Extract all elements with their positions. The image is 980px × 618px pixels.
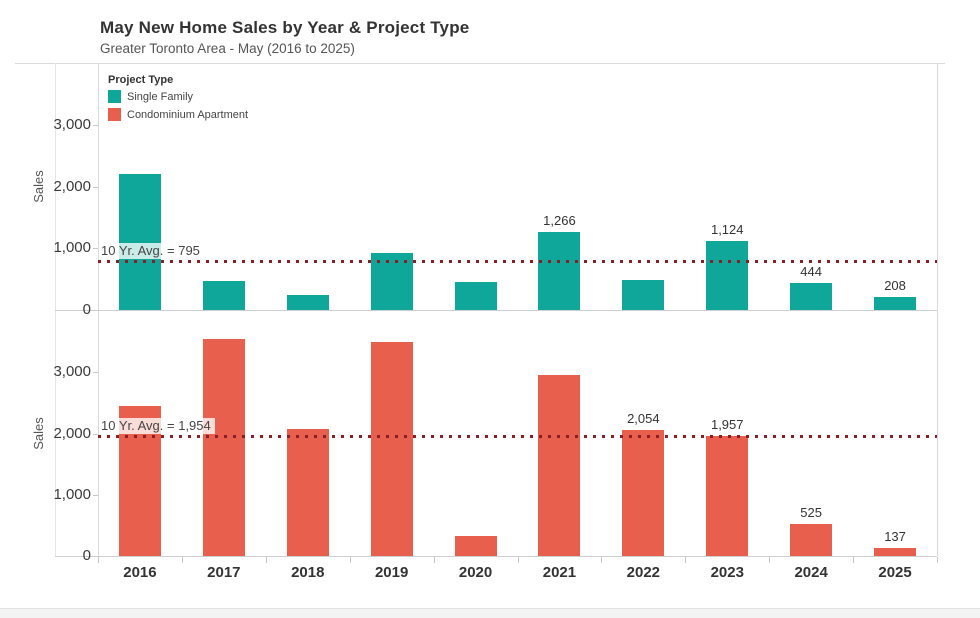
bar-value-label: 525 <box>800 504 822 520</box>
x-axis-label-2022: 2022 <box>626 564 661 581</box>
x-axis-tick-mark <box>349 557 351 563</box>
y-axis-tick-label: 0 <box>82 547 91 564</box>
bar-condominium-apartment-2021[interactable] <box>538 375 581 556</box>
bar-condominium-apartment-2025[interactable] <box>874 547 917 556</box>
header-divider <box>15 63 945 64</box>
x-axis-tick-mark <box>769 557 771 563</box>
x-axis-tick-mark <box>181 557 183 563</box>
bar-condominium-apartment-2022[interactable] <box>622 430 665 556</box>
legend-item-single-family[interactable]: Single Family <box>108 90 248 103</box>
x-axis-label-2020: 2020 <box>458 564 493 581</box>
x-axis-tick-mark <box>601 557 603 563</box>
x-axis-tick-mark <box>517 557 519 563</box>
legend: Project Type Single Family Condominium Ap… <box>108 74 248 126</box>
bar-single-family-2021[interactable] <box>538 231 581 310</box>
bar-condominium-apartment-2023[interactable] <box>706 436 749 556</box>
bar-value-label: 208 <box>884 278 906 294</box>
legend-item-label: Condominium Apartment <box>127 108 249 121</box>
legend-item-condominium-apartment[interactable]: Condominium Apartment <box>108 108 248 121</box>
reference-line <box>98 435 937 439</box>
x-axis-label-2025: 2025 <box>878 564 912 581</box>
x-axis-line <box>55 556 937 557</box>
y-axis-tick-mark <box>93 248 98 250</box>
bar-single-family-2024[interactable] <box>790 282 833 310</box>
bar-value-label: 444 <box>800 263 822 279</box>
axis-frame-line <box>55 63 56 556</box>
y-axis-tick-label: 1,000 <box>53 485 91 503</box>
bar-single-family-2023[interactable] <box>706 240 749 310</box>
x-axis-tick-mark <box>433 557 435 563</box>
reference-line-label: 10 Yr. Avg. = 795 <box>99 242 204 259</box>
y-axis-tick-mark <box>93 310 98 311</box>
x-axis-label-2023: 2023 <box>710 564 744 581</box>
bar-value-label: 1,124 <box>710 221 744 237</box>
x-axis-tick-mark <box>265 557 267 563</box>
panel-divider <box>55 310 937 311</box>
y-axis-tick-mark <box>93 372 98 374</box>
y-axis-tick-label: 0 <box>82 301 91 318</box>
x-axis-label-2024: 2024 <box>794 564 828 581</box>
bar-value-label: 1,957 <box>710 417 744 433</box>
bar-condominium-apartment-2017[interactable] <box>202 338 245 556</box>
reference-line <box>98 259 937 263</box>
x-axis-tick-mark <box>937 557 938 563</box>
y-axis-title: Sales <box>30 169 46 203</box>
y-axis-tick-mark <box>93 433 98 435</box>
x-axis-tick-mark <box>98 557 99 563</box>
x-axis-label-2017: 2017 <box>207 564 241 581</box>
plot-right-border <box>937 63 938 556</box>
y-axis-tick-mark <box>93 186 98 188</box>
legend-title: Project Type <box>108 74 174 86</box>
reference-line-label: 10 Yr. Avg. = 1,954 <box>99 418 215 435</box>
bar-condominium-apartment-2019[interactable] <box>370 341 413 556</box>
bar-condominium-apartment-2020[interactable] <box>454 535 497 556</box>
x-axis-label-2016: 2016 <box>123 564 157 581</box>
y-axis-tick-label: 1,000 <box>53 239 91 257</box>
y-axis-tick-label: 3,000 <box>53 115 91 133</box>
x-axis-label-2021: 2021 <box>542 564 577 581</box>
bar-condominium-apartment-2024[interactable] <box>790 523 833 556</box>
bar-value-label: 1,266 <box>543 212 576 228</box>
bar-condominium-apartment-2018[interactable] <box>286 428 329 556</box>
y-axis-tick-mark <box>93 494 98 496</box>
y-axis-tick-mark <box>93 556 98 557</box>
x-axis-tick-mark <box>685 557 687 563</box>
y-axis-tick-label: 2,000 <box>53 177 91 195</box>
y-axis-tick-mark <box>93 124 98 126</box>
y-axis-tick-label: 2,000 <box>53 424 91 442</box>
bar-value-label: 2,054 <box>627 411 660 427</box>
bar-single-family-2017[interactable] <box>202 280 245 310</box>
legend-item-label: Single Family <box>127 90 194 103</box>
x-axis-label-2018: 2018 <box>291 564 325 581</box>
bar-single-family-2016[interactable] <box>118 174 161 310</box>
x-axis-tick-mark <box>853 557 855 563</box>
plot-left-border <box>98 63 99 556</box>
page-title: May New Home Sales by Year & Project Typ… <box>100 18 470 37</box>
footer-strip <box>0 608 980 618</box>
bar-single-family-2018[interactable] <box>286 295 329 310</box>
bar-single-family-2022[interactable] <box>622 279 665 310</box>
y-axis-tick-label: 3,000 <box>53 363 91 381</box>
legend-swatch-icon <box>108 90 121 103</box>
bar-value-label: 137 <box>884 528 906 544</box>
legend-swatch-icon <box>108 108 121 121</box>
bar-single-family-2020[interactable] <box>454 281 497 310</box>
page-subtitle: Greater Toronto Area - May (2016 to 2025… <box>100 41 355 56</box>
bar-single-family-2025[interactable] <box>874 297 917 310</box>
y-axis-title: Sales <box>30 416 46 450</box>
x-axis-label-2019: 2019 <box>374 564 409 581</box>
